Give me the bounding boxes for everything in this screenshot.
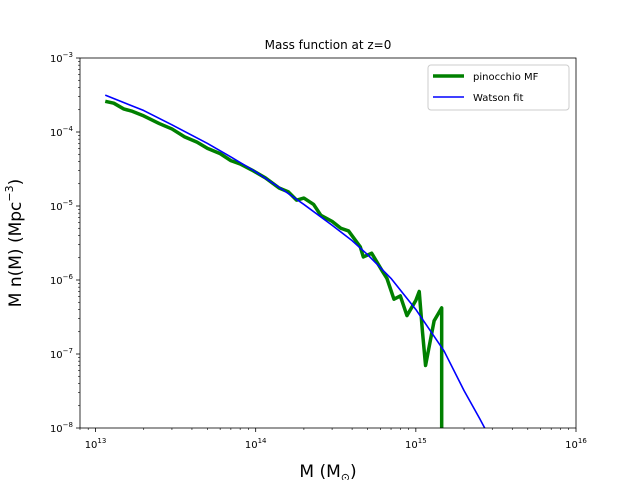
- x-tick-base: 10: [85, 440, 98, 451]
- x-tick-label: 1014: [245, 437, 267, 451]
- y-tick-base: 10: [50, 54, 63, 65]
- y-tick-label: 10−6: [50, 273, 74, 287]
- series-line-watson-fit: [104, 94, 486, 428]
- y-tick-exponent: −4: [63, 125, 74, 133]
- x-tick-base: 10: [565, 440, 578, 451]
- x-axis-ticks: 1013 1014 1015 1016: [79, 428, 587, 451]
- x-tick-exponent: 15: [418, 437, 427, 445]
- x-tick-label: 1015: [405, 437, 427, 451]
- plot-frame: [79, 57, 577, 429]
- x-tick-base: 10: [405, 440, 418, 451]
- y-axis-label: M n(M) (Mpc−3): [3, 179, 26, 307]
- series-line-pinocchio-mf: [104, 99, 444, 428]
- y-tick-base: 10: [50, 128, 63, 139]
- chart-title: Mass function at z=0: [265, 38, 392, 52]
- legend-label-watson-fit: Watson fit: [473, 93, 523, 104]
- y-tick-label: 10−7: [50, 347, 73, 361]
- x-tick-exponent: 16: [578, 437, 587, 445]
- y-axis-label-superscript: −3: [3, 185, 16, 201]
- y-tick-exponent: −8: [63, 421, 73, 429]
- x-tick-base: 10: [245, 440, 258, 451]
- y-tick-label: 10−3: [50, 51, 73, 65]
- y-tick-base: 10: [50, 276, 63, 287]
- y-tick-exponent: −3: [63, 51, 73, 59]
- legend: pinocchio MF Watson fit: [427, 64, 570, 111]
- x-axis-label-subscript: ⊙: [341, 471, 350, 480]
- x-axis-label: M (M⊙): [299, 462, 356, 480]
- y-axis-label-end: ): [6, 179, 26, 186]
- x-axis-label-main: M (M: [299, 462, 340, 480]
- y-tick-exponent: −5: [63, 199, 73, 207]
- x-tick-label: 1016: [565, 437, 587, 451]
- x-tick-exponent: 13: [97, 437, 106, 445]
- y-axis-label-main: M n(M) (Mpc: [6, 202, 26, 308]
- y-tick-base: 10: [50, 350, 63, 361]
- x-tick-exponent: 14: [258, 437, 267, 445]
- x-axis-label-end: ): [350, 462, 357, 480]
- y-tick-label: 10−8: [50, 421, 73, 435]
- series-layer: [104, 94, 486, 428]
- y-tick-label: 10−4: [50, 125, 74, 139]
- legend-label-pinocchio-mf: pinocchio MF: [473, 72, 539, 83]
- x-tick-label: 1013: [85, 437, 107, 451]
- y-tick-exponent: −6: [63, 273, 74, 281]
- y-tick-label: 10−5: [50, 199, 73, 213]
- y-tick-base: 10: [50, 424, 63, 435]
- y-axis-ticks: 10−810−710−610−510−410−3: [50, 51, 80, 435]
- y-tick-base: 10: [50, 202, 63, 213]
- y-tick-exponent: −7: [63, 347, 73, 355]
